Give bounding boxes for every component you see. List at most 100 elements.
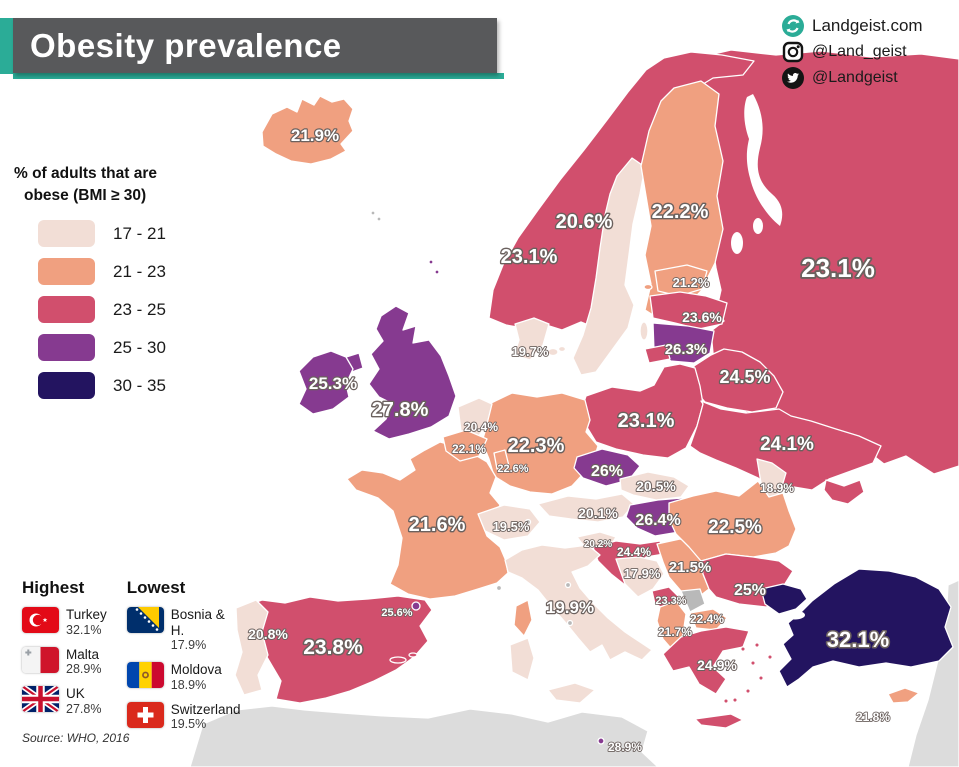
branding-twitter-row: @Landgeist [781, 66, 923, 90]
entry-value: 27.8% [66, 701, 102, 716]
map-label-iceland: 21.9% [291, 126, 339, 145]
bosnia-flag-icon [126, 607, 164, 633]
country-turkey [778, 568, 954, 688]
sea-marmara [785, 610, 805, 620]
island-crete [694, 713, 744, 729]
island-sardinia [509, 637, 535, 681]
map-label-north-macedonia: 22.4% [690, 612, 724, 626]
branding-block: Landgeist.com @Land_geist @Landgeist [781, 14, 923, 90]
source-note: Source: WHO, 2016 [22, 731, 130, 745]
aegean-islands [723, 642, 773, 704]
country-cyprus [887, 687, 920, 704]
country-vatican [566, 619, 574, 627]
island-gotland [639, 321, 649, 341]
highest-column: Highest Turkey 32.1% Malta [22, 578, 107, 741]
island-shetland-1 [428, 259, 434, 265]
lowest-title: Lowest [126, 578, 186, 597]
country-bosnia [615, 556, 665, 598]
entry-value: 28.9% [66, 662, 102, 677]
map-label-germany: 22.3% [508, 435, 565, 457]
country-latvia [649, 291, 728, 330]
legend-title-line2: obese (BMI ≥ 30) [24, 186, 147, 204]
legend-label: 21 - 23 [113, 261, 166, 281]
map-label-russia: 23.1% [801, 253, 875, 283]
map-label-bosnia-h-: 17.9% [624, 566, 661, 581]
lowest-entry-bosnia: Bosnia & H. 17.9% [126, 607, 232, 652]
country-finland [640, 80, 724, 321]
country-san-marino [564, 581, 572, 589]
title-banner: Obesity prevalence [13, 18, 497, 73]
legend: % of adults that are obese (BMI ≥ 30) 17… [14, 163, 224, 400]
country-switzerland [477, 504, 541, 541]
legend-label: 23 - 25 [113, 299, 166, 319]
island-saaremaa [643, 283, 653, 291]
legend-row: 21 - 23 [14, 258, 224, 286]
country-slovakia [619, 471, 690, 501]
entry-country: Bosnia & H. [170, 607, 225, 638]
map-label-montenegro: 23.3% [655, 595, 686, 607]
country-uk [368, 305, 457, 440]
twitter-icon [782, 67, 804, 89]
highest-entry-uk: UK 27.8% [22, 686, 107, 716]
map-label-hungary: 26.4% [635, 512, 680, 529]
map-label-estonia: 21.2% [673, 275, 710, 290]
entry-country: Switzerland [170, 701, 241, 717]
legend-swatch-21-23 [38, 258, 95, 286]
map-label-switzerland: 19.5% [493, 519, 530, 534]
highest-entry-turkey: Turkey 32.1% [22, 607, 107, 637]
country-portugal [234, 599, 269, 696]
map-label-albania: 21.7% [658, 625, 692, 639]
entry-value: 18.9% [170, 677, 207, 692]
island-zealand [547, 347, 559, 357]
instagram-icon [782, 41, 804, 63]
highest-lowest-panel: Highest Turkey 32.1% Malta [22, 578, 241, 741]
entry-value: 19.5% [170, 717, 207, 732]
country-italy [504, 544, 653, 661]
map-label-lithuania: 26.3% [665, 341, 708, 358]
region-kaliningrad [644, 344, 671, 364]
island-menorca [408, 652, 418, 658]
map-label-belgium: 22.1% [452, 442, 486, 456]
map-label-moldova: 18.9% [760, 481, 794, 495]
map-label-finland: 22.2% [652, 201, 709, 223]
highest-title: Highest [22, 578, 85, 597]
lake-ladoga [731, 232, 743, 254]
country-andorra [411, 601, 421, 611]
legend-swatch-17-21 [38, 220, 95, 248]
map-label-spain: 23.8% [303, 636, 363, 659]
map-value-labels: 21.9% 23.1% 20.6% 22.2% 23.1% 21.2% 23.6% 26.3%… [247, 125, 891, 755]
map-label-italy: 19.9% [546, 598, 594, 617]
moldova-flag-icon [126, 662, 164, 689]
turkey-flag-icon [22, 607, 59, 633]
legend-swatch-30-35 [38, 372, 95, 400]
entry-country: Moldova [170, 662, 222, 678]
legend-row: 17 - 21 [14, 220, 224, 248]
country-estonia [654, 264, 708, 297]
lowest-entry-moldova: Moldova 18.9% [126, 662, 232, 692]
map-label-czechia: 26% [591, 463, 623, 480]
country-liechtenstein [524, 518, 532, 526]
country-malta [597, 737, 605, 745]
branding-site: Landgeist.com [812, 16, 923, 35]
map-label-ukraine: 24.1% [760, 434, 814, 455]
legend-rows: 17 - 21 21 - 23 23 - 25 25 - 30 30 - 35 [14, 220, 224, 400]
region-turkey-europe [760, 583, 808, 615]
legend-row: 30 - 35 [14, 372, 224, 400]
legend-swatch-25-30 [38, 334, 95, 362]
map-label-portugal: 20.8% [248, 626, 288, 642]
map-label-netherlands: 20.4% [464, 420, 498, 434]
island-sicily [547, 682, 596, 704]
island-shetland-2 [434, 269, 440, 275]
legend-title: % of adults that are obese (BMI ≥ 30) [14, 163, 224, 206]
map-label-cyprus: 21.8% [856, 710, 890, 724]
entry-country: Turkey [66, 607, 107, 622]
legend-title-line1: % of adults that are [14, 165, 157, 182]
map-label-slovakia: 20.5% [636, 478, 676, 494]
switzerland-flag-icon [126, 701, 164, 728]
entry-country: Malta [66, 646, 100, 662]
country-ukraine [689, 400, 882, 493]
map-label-poland: 23.1% [618, 410, 675, 432]
country-luxembourg [493, 449, 510, 470]
